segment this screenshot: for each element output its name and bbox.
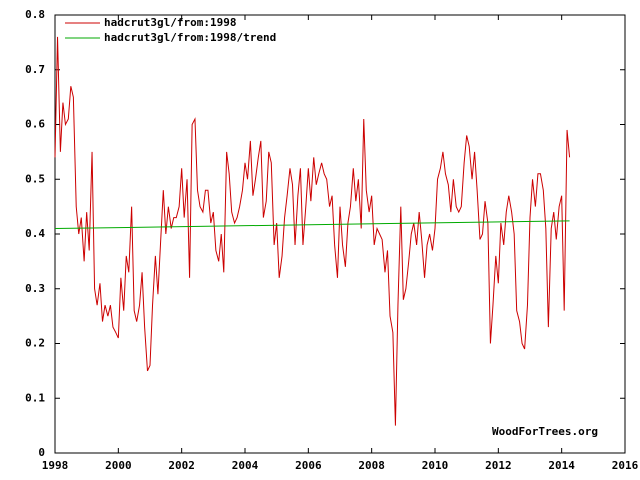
y-tick-label: 0.4: [25, 227, 45, 240]
x-tick-label: 2006: [295, 459, 322, 472]
y-tick-label: 0.3: [25, 282, 45, 295]
data-line: [54, 36, 571, 426]
y-tick-label: 0.6: [25, 118, 45, 131]
y-tick-label: 0.7: [25, 63, 45, 76]
x-tick-label: 2004: [232, 459, 259, 472]
x-tick-label: 2012: [485, 459, 512, 472]
x-tick-label: 2014: [548, 459, 575, 472]
legend-label: hadcrut3gl/from:1998/trend: [104, 31, 276, 44]
data-line: [54, 220, 570, 230]
y-tick-label: 0.5: [25, 172, 45, 185]
x-tick-label: 1998: [42, 459, 69, 472]
x-tick-label: 2008: [358, 459, 385, 472]
plot-area: [54, 14, 626, 454]
y-tick-label: 0: [38, 446, 45, 459]
y-tick-label: 0.1: [25, 391, 45, 404]
x-tick-label: 2016: [612, 459, 639, 472]
legend-label: hadcrut3gl/from:1998: [104, 16, 236, 29]
x-tick-label: 2002: [168, 459, 195, 472]
x-tick-label: 2000: [105, 459, 132, 472]
y-tick-label: 0.2: [25, 337, 45, 350]
y-tick-label: 0.8: [25, 8, 45, 21]
x-tick-label: 2010: [422, 459, 449, 472]
watermark: WoodForTrees.org: [492, 425, 598, 438]
